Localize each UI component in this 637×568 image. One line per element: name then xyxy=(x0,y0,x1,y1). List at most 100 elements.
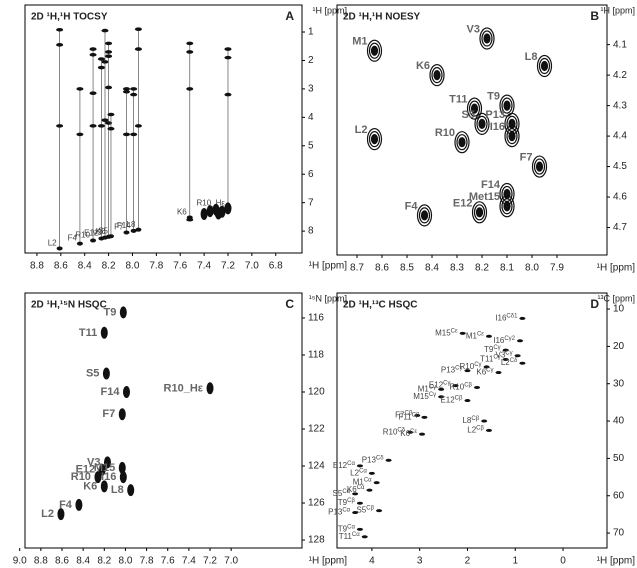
peak-atom: Cα xyxy=(359,468,367,474)
spin-system-label: V3 xyxy=(92,228,102,237)
peak-name: L2 xyxy=(41,508,54,520)
peak-atom: Cα xyxy=(342,507,350,513)
cross-peak xyxy=(105,121,113,125)
peak-atom: Cβ xyxy=(476,425,484,431)
peak-contour xyxy=(475,207,484,218)
peak-label: F11Cβ xyxy=(398,412,420,422)
panel: 2D ¹H,¹H NOESY B¹H [ppm]¹H [ppm]8.7 8.6 8.5… xyxy=(336,4,636,274)
peak xyxy=(519,361,526,365)
spin-system-label: K6 xyxy=(177,208,187,217)
peak-contour xyxy=(433,70,441,81)
y-tick-label: 4.1 xyxy=(613,39,627,50)
y-tick-label: 4.4 xyxy=(613,131,627,142)
peak-contour xyxy=(366,39,383,62)
peak-contour xyxy=(535,161,544,172)
peak-contour xyxy=(503,188,511,200)
peak-atom: Cγ xyxy=(505,350,512,356)
peak xyxy=(356,464,363,468)
plot-frame xyxy=(336,292,608,549)
spin-system-label: F4 xyxy=(68,234,78,243)
peak-name: F4 xyxy=(405,200,419,212)
y-tick-label: 120 xyxy=(308,387,325,398)
peak-name: K6 xyxy=(416,60,430,72)
peak-label: M1Cγ xyxy=(418,384,436,394)
peak-label: E12 xyxy=(76,464,96,476)
y-tick-label: 4.2 xyxy=(613,70,627,81)
peak-name: F11 xyxy=(398,412,412,421)
peak-label: R10Cγ xyxy=(460,362,482,372)
peak xyxy=(119,471,127,484)
peak xyxy=(361,535,368,539)
peak xyxy=(373,481,380,485)
y-tick-label: 122 xyxy=(308,424,325,435)
peak-label: R10_Hε xyxy=(164,382,204,394)
peak-name: L8 xyxy=(462,416,471,425)
x-axis-label: ¹H [ppm] xyxy=(309,556,348,567)
peak-contour xyxy=(429,64,445,87)
peak-label: T9Cγ xyxy=(484,345,501,355)
plot-frame xyxy=(336,4,608,256)
x-tick-label: 8.8 xyxy=(30,261,44,272)
peak-name: T9 xyxy=(338,498,348,507)
x-tick-label: 8.2 xyxy=(97,556,111,567)
x-tick-label: 8.4 xyxy=(78,261,92,272)
peak-label: L8 xyxy=(111,484,124,496)
peak-contour xyxy=(420,210,429,221)
panel-letter: B xyxy=(590,9,599,23)
cross-peak xyxy=(186,50,194,54)
peak xyxy=(502,348,509,352)
peak-name: K6 xyxy=(347,485,357,494)
peak-name: T9 xyxy=(338,524,348,533)
peak-atom: Cε xyxy=(477,331,484,337)
cross-peak xyxy=(56,43,64,47)
y-tick-label: 4.3 xyxy=(613,100,627,111)
x-tick-label: 8.6 xyxy=(54,261,68,272)
peak-label: M1Cα xyxy=(353,477,372,487)
peak xyxy=(352,511,359,515)
peak-label: Met15 xyxy=(469,191,500,203)
panel-title: 2D ¹H,¹H TOCSY xyxy=(31,12,108,23)
cross-peak xyxy=(101,60,109,64)
cross-peak xyxy=(89,52,97,57)
peak-name: R10 xyxy=(460,362,475,371)
peak-contour xyxy=(473,204,486,221)
peak-name: T9 xyxy=(103,306,116,318)
cross-peak xyxy=(76,87,84,91)
peak xyxy=(385,458,392,462)
x-tick-label: 8.2 xyxy=(475,263,489,274)
peak-name: S5 xyxy=(356,506,366,515)
panel-letter: C xyxy=(285,297,294,311)
peak-name: M1 xyxy=(352,36,367,48)
peak-label: P13Cα xyxy=(328,507,351,517)
peak-name: K6 xyxy=(83,480,97,492)
peak-atom: Cα xyxy=(347,460,355,466)
y-tick-label: 70 xyxy=(613,528,625,539)
x-tick-label: 7.2 xyxy=(203,556,217,567)
peak xyxy=(438,395,445,399)
peak xyxy=(100,326,108,339)
y-tick-label: 7 xyxy=(308,197,314,208)
panel: 2D ¹H,¹H TOCSY A ¹H [ppm] ¹H [ppm] 8.8 8.6 8.4… xyxy=(24,4,347,272)
peak xyxy=(57,508,65,521)
peak xyxy=(368,471,375,475)
x-tick-label: 8.6 xyxy=(375,263,389,274)
peak xyxy=(376,509,383,513)
peak xyxy=(118,408,126,421)
peak-label: P13 xyxy=(485,109,505,121)
x-axis-label: ¹H [ppm] xyxy=(597,263,636,274)
peak-name: F7 xyxy=(102,408,115,420)
peak-label: T11 xyxy=(449,94,467,106)
x-axis-label: ¹H [ppm] xyxy=(597,556,636,567)
y-tick-label: 20 xyxy=(613,341,625,352)
peak-name: F14 xyxy=(481,179,501,191)
peak-atom: Cα xyxy=(352,531,360,537)
y-tick-label: 2 xyxy=(308,55,314,66)
peak-label: L2Cβ xyxy=(467,425,484,435)
x-tick-label: 8.6 xyxy=(55,556,69,567)
cross-peak xyxy=(76,132,84,137)
peak-label: I16 xyxy=(490,121,505,133)
peak-label: K6 xyxy=(83,480,97,492)
panel: 2D ¹H,¹⁵N HSQC C ¹H [ppm] ¹⁵N [ppm] 9.0 8.8 8.… xyxy=(13,292,348,567)
cross-peak xyxy=(186,41,194,46)
peak-label: L2 xyxy=(355,124,368,136)
